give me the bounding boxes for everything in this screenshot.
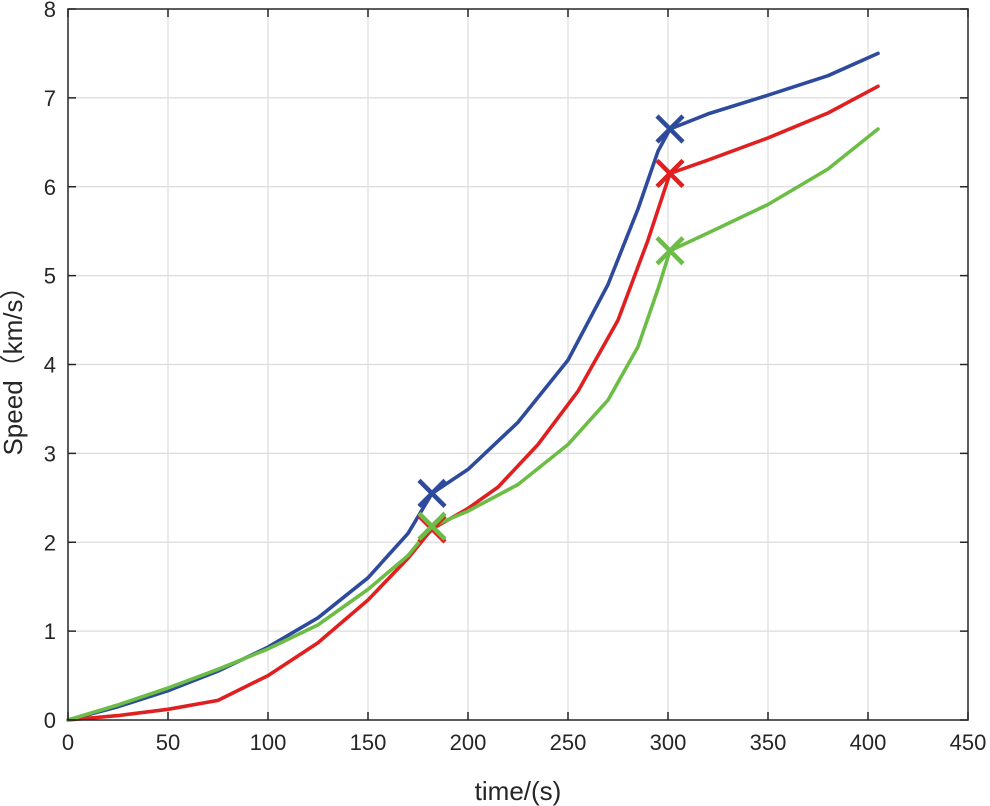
x-tick-label: 200 bbox=[450, 730, 487, 755]
x-tick-label: 450 bbox=[950, 730, 987, 755]
y-tick-label: 7 bbox=[44, 86, 56, 111]
x-tick-label: 100 bbox=[250, 730, 287, 755]
x-marker-stroke bbox=[417, 511, 447, 541]
x-marker-stroke bbox=[655, 158, 685, 189]
series-line-1 bbox=[66, 51, 880, 722]
tick-labels: 0 50 100 150 200 250 300 350 400 450 0 1 2 3 4 5 6 7 8 bbox=[44, 0, 987, 755]
x-marker-series-3 bbox=[655, 236, 685, 266]
x-marker-stroke bbox=[655, 114, 685, 144]
x-marker-series-1 bbox=[417, 478, 447, 508]
series-line-3 bbox=[66, 127, 880, 722]
series-line-2 bbox=[66, 84, 880, 722]
y-tick-label: 5 bbox=[44, 264, 56, 289]
ticks bbox=[67, 8, 969, 721]
x-tick-label: 50 bbox=[156, 730, 180, 755]
x-tick-label: 300 bbox=[650, 730, 687, 755]
x-tick-label: 250 bbox=[550, 730, 587, 755]
y-tick-label: 1 bbox=[44, 619, 56, 644]
x-tick-label: 0 bbox=[62, 730, 74, 755]
x-marker-stroke bbox=[417, 478, 447, 508]
y-axis-title: Speed（km/s） bbox=[0, 273, 28, 455]
x-marker-series-1 bbox=[655, 114, 685, 144]
x-tick-label: 150 bbox=[350, 730, 387, 755]
y-tick-label: 4 bbox=[44, 353, 56, 378]
y-tick-label: 6 bbox=[44, 175, 56, 200]
y-tick-label: 0 bbox=[44, 708, 56, 733]
grid bbox=[68, 9, 968, 720]
y-tick-label: 8 bbox=[44, 0, 56, 22]
y-tick-label: 3 bbox=[44, 441, 56, 466]
x-marker-series-3 bbox=[417, 511, 447, 541]
y-tick-label: 2 bbox=[44, 530, 56, 555]
x-tick-label: 350 bbox=[750, 730, 787, 755]
series-layer bbox=[66, 51, 880, 722]
x-axis-title: time/(s) bbox=[475, 776, 562, 806]
x-marker-series-2 bbox=[655, 158, 685, 189]
x-tick-label: 400 bbox=[850, 730, 887, 755]
x-marker-stroke bbox=[655, 236, 685, 266]
